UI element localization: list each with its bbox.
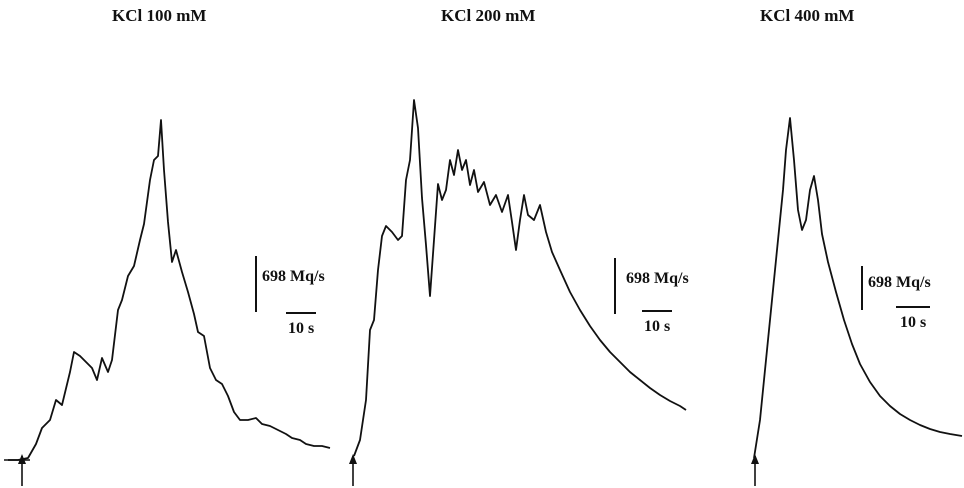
- panel-title-kcl-400: KCl 400 mM: [760, 6, 855, 25]
- scale-bar-vertical-2: [614, 258, 616, 314]
- scale-bar-vertical-3: [861, 266, 863, 310]
- scale-label-y-1: 698 Mq/s: [262, 268, 325, 285]
- stimulus-arrow-icon: [18, 454, 26, 486]
- panel-title-kcl-100: KCl 100 mM: [112, 6, 207, 25]
- stimulus-arrow-icon: [751, 454, 759, 486]
- scale-bar-vertical-1: [255, 256, 257, 312]
- trace-2: [353, 99, 687, 457]
- stimulus-arrow-icon: [349, 454, 357, 486]
- trace-1: [8, 119, 331, 461]
- scale-bar-horizontal-3: [896, 306, 930, 308]
- scale-label-x-2: 10 s: [644, 318, 671, 335]
- scale-label-x-3: 10 s: [900, 314, 927, 331]
- scale-bar-horizontal-1: [286, 312, 316, 314]
- scale-label-x-1: 10 s: [288, 320, 315, 337]
- scale-bar-horizontal-2: [642, 310, 672, 312]
- scale-label-y-2: 698 Mq/s: [626, 270, 689, 287]
- panel-title-kcl-200: KCl 200 mM: [441, 6, 536, 25]
- trace-3: [753, 117, 963, 459]
- scale-label-y-3: 698 Mq/s: [868, 274, 931, 291]
